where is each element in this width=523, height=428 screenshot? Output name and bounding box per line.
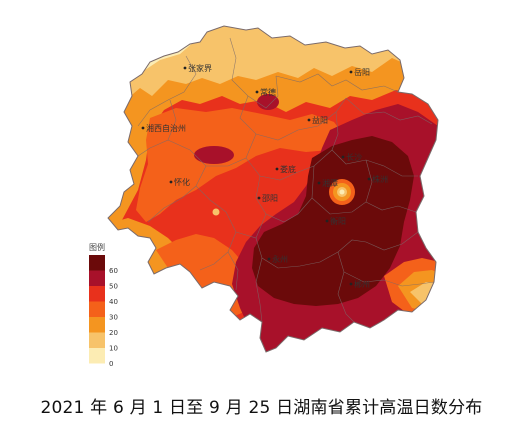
- legend-tick-label: 50: [109, 283, 118, 291]
- city-label: 怀化: [174, 177, 190, 187]
- legend-swatch: [89, 255, 105, 271]
- city-dot: [255, 90, 259, 94]
- legend-swatch: [89, 270, 105, 286]
- legend: 图例 60 50 40 30 20 10 0: [89, 242, 118, 368]
- city-label: 常德: [260, 87, 276, 97]
- city-label: 娄底: [280, 164, 296, 174]
- city-dot: [349, 70, 353, 74]
- legend-tick-label: 0: [109, 360, 113, 368]
- legend-tick-label: 60: [109, 267, 118, 275]
- zone-gt60-core: [252, 136, 414, 306]
- city-dot: [141, 126, 145, 130]
- legend-tick-label: 10: [109, 345, 118, 353]
- legend-tick-label: 30: [109, 314, 118, 322]
- legend-swatch: [89, 301, 105, 317]
- heat-zones: [108, 26, 438, 352]
- city-label: 郴州: [354, 280, 370, 289]
- city-dot: [317, 181, 321, 185]
- city-dot: [183, 66, 187, 70]
- city-dot: [325, 219, 329, 223]
- city-dot: [367, 177, 371, 181]
- figure-caption: 2021 年 6 月 1 日至 9 月 25 日湖南省累计高温日数分布: [40, 398, 483, 418]
- city-dot: [341, 155, 345, 159]
- city-label: 岳阳: [354, 67, 370, 77]
- city-label: 邵阳: [262, 194, 278, 203]
- city-label: 益阳: [312, 115, 328, 125]
- city-label: 湘西自治州: [146, 123, 186, 133]
- city-label: 张家界: [188, 63, 212, 73]
- legend-swatch: [89, 348, 105, 364]
- prefecture-boundaries: [137, 37, 435, 323]
- city-dot: [349, 282, 353, 286]
- city-label: 衡阳: [330, 216, 346, 226]
- legend-tick-label: 40: [109, 298, 118, 306]
- legend-title: 图例: [89, 242, 105, 252]
- legend-swatch: [89, 332, 105, 348]
- city-label: 湘潭: [322, 178, 338, 188]
- zone-50-60-blob-1: [194, 146, 234, 164]
- city-label: 长沙: [346, 152, 362, 162]
- city-dot: [267, 257, 271, 261]
- legend-tick-label: 20: [109, 329, 118, 337]
- legend-swatch: [89, 286, 105, 302]
- city-label: 株洲: [372, 174, 388, 184]
- zone-small-spot: [212, 208, 220, 216]
- zone-30-40-west: [136, 108, 346, 222]
- city-label: 永州: [272, 254, 288, 264]
- zone-hotspot-core: [339, 189, 345, 195]
- city-dot: [275, 167, 279, 171]
- legend-swatch: [89, 317, 105, 333]
- city-dot: [169, 180, 173, 184]
- city-dot: [257, 196, 261, 200]
- city-dot: [307, 118, 311, 122]
